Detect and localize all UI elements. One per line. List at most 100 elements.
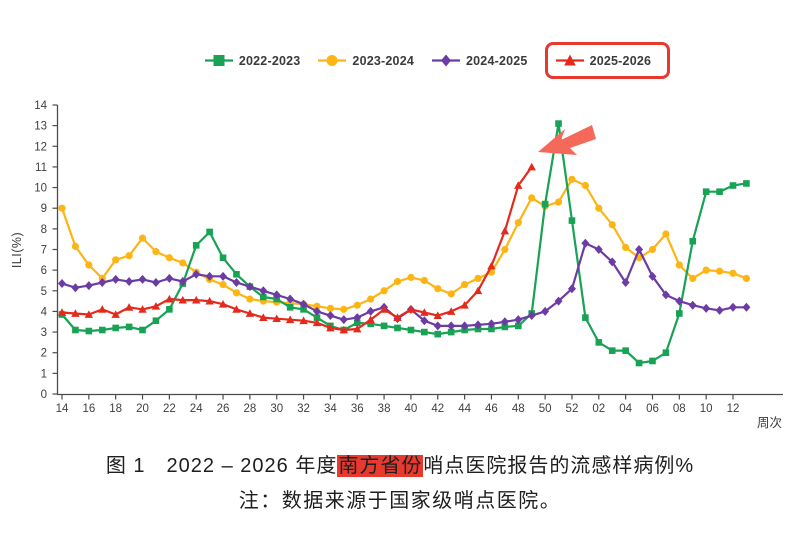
- data-point: [488, 325, 495, 333]
- data-point: [662, 349, 670, 357]
- x-tick-label: 06: [646, 403, 659, 415]
- y-tick-label: 9: [41, 203, 47, 215]
- legend-marker-triangle-icon: [555, 54, 584, 66]
- data-point: [380, 287, 388, 295]
- data-point: [715, 267, 724, 275]
- data-point: [742, 302, 751, 312]
- x-tick-label: 16: [82, 403, 95, 415]
- data-point: [58, 279, 66, 289]
- caption-suffix: 哨点医院报告的流感样病例%: [423, 455, 695, 477]
- data-point: [729, 269, 737, 277]
- data-point: [205, 271, 214, 281]
- legend-item-2025-2026-highlighted: 2025-2026: [544, 42, 671, 79]
- data-point: [124, 303, 134, 311]
- series-2023-2024: [58, 175, 751, 313]
- data-point: [192, 295, 201, 304]
- data-point: [742, 274, 751, 282]
- legend-marker-diamond-icon: [432, 54, 460, 67]
- data-point: [501, 245, 509, 254]
- data-point: [98, 278, 107, 288]
- data-point: [500, 226, 510, 235]
- data-point: [165, 294, 174, 303]
- data-point: [447, 328, 455, 336]
- x-axis-title: 周次: [757, 416, 783, 430]
- data-point: [555, 120, 562, 127]
- data-point: [702, 303, 711, 313]
- data-point: [367, 320, 374, 328]
- data-point: [581, 181, 589, 190]
- data-point: [447, 321, 456, 331]
- data-point: [582, 314, 589, 321]
- data-point: [528, 194, 536, 202]
- x-tick-label: 32: [297, 403, 310, 415]
- data-point: [139, 326, 146, 334]
- x-tick-label: 22: [163, 403, 176, 415]
- data-point: [272, 314, 281, 323]
- y-axis-title: ILI(%): [10, 231, 24, 269]
- data-point: [541, 306, 550, 316]
- data-point: [434, 330, 442, 338]
- data-point: [206, 228, 213, 236]
- data-point: [420, 276, 428, 285]
- data-point: [729, 182, 737, 189]
- data-point: [420, 308, 429, 316]
- data-point: [394, 324, 401, 332]
- y-tick-label: 7: [41, 245, 47, 257]
- data-point: [71, 309, 80, 317]
- data-point: [420, 316, 429, 326]
- x-tick-label: 28: [243, 403, 256, 415]
- y-tick-label: 11: [35, 162, 47, 174]
- y-tick-label: 1: [41, 368, 47, 380]
- y-tick-label: 13: [34, 121, 47, 133]
- chart-legend: 2022-2023 2023-2024 2024-2025 2025-2026: [37, 42, 800, 79]
- x-tick-label: 24: [190, 403, 203, 415]
- data-point: [138, 234, 147, 242]
- data-point: [648, 271, 657, 281]
- data-point: [340, 305, 348, 313]
- data-point: [635, 245, 644, 254]
- data-point: [406, 305, 416, 313]
- data-point: [326, 323, 335, 332]
- data-point: [446, 307, 456, 315]
- data-point: [260, 293, 267, 301]
- data-point: [568, 217, 576, 224]
- data-point: [661, 290, 670, 300]
- x-tick-label: 10: [700, 403, 713, 415]
- data-point: [151, 302, 161, 310]
- legend-label-2025-2026: 2025-2026: [589, 53, 652, 68]
- data-point: [608, 347, 616, 354]
- data-point: [112, 256, 120, 264]
- figure-caption: 图 1 2022 – 2026 年度南方省份哨点医院报告的流感样病例%: [0, 449, 800, 478]
- data-point: [622, 347, 629, 354]
- y-tick-label: 5: [41, 286, 47, 298]
- legend-label-2024-2025: 2024-2025: [466, 53, 528, 68]
- data-point: [527, 311, 536, 321]
- data-point: [312, 318, 322, 327]
- x-tick-label: 02: [592, 403, 605, 415]
- x-tick-label: 20: [136, 403, 149, 415]
- y-tick-label: 14: [34, 100, 47, 112]
- data-point: [715, 305, 724, 315]
- x-tick-label: 14: [56, 403, 69, 415]
- y-tick-label: 3: [41, 327, 47, 339]
- data-point: [380, 322, 388, 330]
- data-point: [179, 259, 187, 267]
- data-point: [541, 200, 549, 208]
- data-point: [595, 339, 603, 346]
- data-point: [152, 317, 160, 325]
- data-point: [178, 276, 187, 286]
- x-tick-label: 50: [539, 403, 552, 415]
- data-point: [233, 270, 240, 278]
- data-point: [125, 276, 134, 286]
- y-tick-label: 10: [34, 183, 47, 195]
- data-point: [514, 219, 522, 227]
- data-point: [98, 305, 107, 313]
- data-point: [676, 310, 683, 317]
- data-point: [205, 296, 214, 305]
- data-point: [487, 319, 496, 329]
- data-point: [581, 238, 590, 248]
- x-tick-label: 36: [351, 403, 364, 415]
- data-point: [622, 243, 630, 252]
- data-point: [366, 315, 375, 324]
- data-point: [514, 322, 522, 330]
